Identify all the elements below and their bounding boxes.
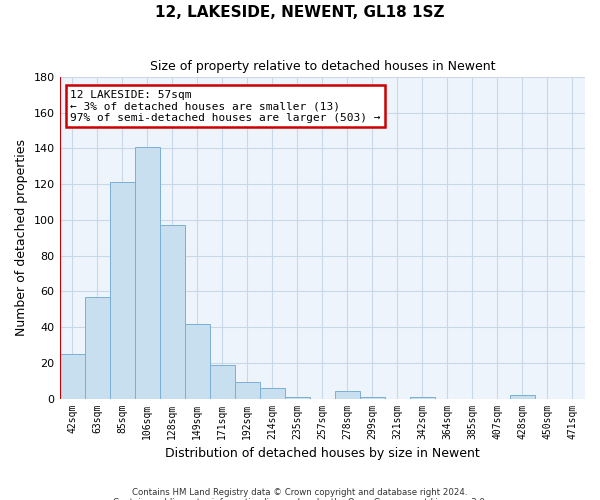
Bar xyxy=(160,225,185,398)
Bar xyxy=(59,354,85,399)
Bar xyxy=(85,296,110,398)
Bar xyxy=(285,397,310,398)
Text: Contains public sector information licensed under the Open Government Licence v3: Contains public sector information licen… xyxy=(113,498,487,500)
X-axis label: Distribution of detached houses by size in Newent: Distribution of detached houses by size … xyxy=(165,447,479,460)
Bar xyxy=(260,388,285,398)
Y-axis label: Number of detached properties: Number of detached properties xyxy=(15,139,28,336)
Text: 12, LAKESIDE, NEWENT, GL18 1SZ: 12, LAKESIDE, NEWENT, GL18 1SZ xyxy=(155,5,445,20)
Bar xyxy=(360,397,385,398)
Bar xyxy=(185,324,209,398)
Text: 12 LAKESIDE: 57sqm
← 3% of detached houses are smaller (13)
97% of semi-detached: 12 LAKESIDE: 57sqm ← 3% of detached hous… xyxy=(70,90,380,123)
Bar xyxy=(110,182,134,398)
Bar xyxy=(235,382,260,398)
Bar xyxy=(335,392,360,398)
Bar xyxy=(510,395,535,398)
Text: Contains HM Land Registry data © Crown copyright and database right 2024.: Contains HM Land Registry data © Crown c… xyxy=(132,488,468,497)
Title: Size of property relative to detached houses in Newent: Size of property relative to detached ho… xyxy=(149,60,495,73)
Bar xyxy=(410,397,435,398)
Bar xyxy=(134,146,160,398)
Bar xyxy=(209,364,235,398)
